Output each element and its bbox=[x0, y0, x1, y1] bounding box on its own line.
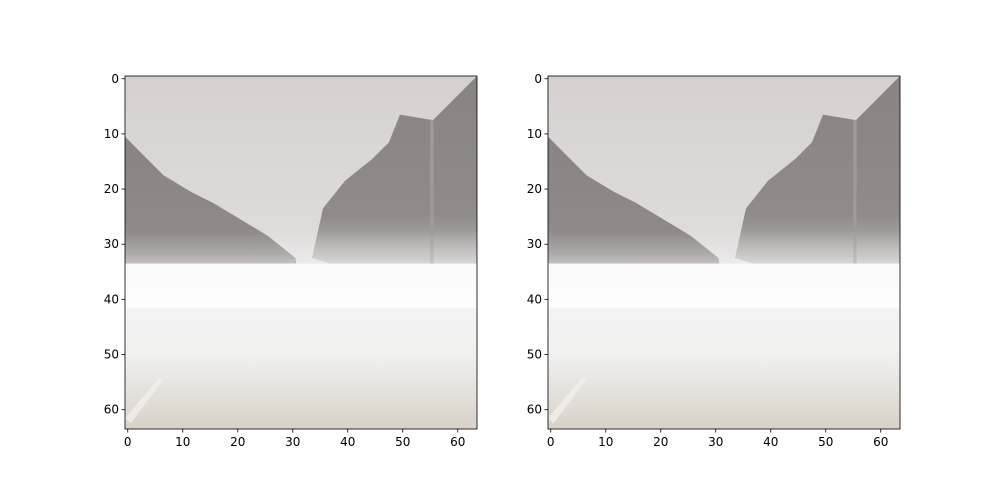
axes-frame bbox=[547, 75, 901, 430]
x-tick-label: 40 bbox=[340, 435, 355, 449]
y-tick-label: 50 bbox=[104, 348, 119, 362]
x-tick-label: 20 bbox=[230, 435, 245, 449]
axes-frame bbox=[124, 75, 478, 430]
x-tick-label: 50 bbox=[395, 435, 410, 449]
x-tick-label: 30 bbox=[708, 435, 723, 449]
y-tick-label: 20 bbox=[527, 182, 542, 196]
x-tick-label: 30 bbox=[285, 435, 300, 449]
y-tick-label: 60 bbox=[104, 403, 119, 417]
y-tick-label: 40 bbox=[104, 292, 119, 306]
y-tick-label: 50 bbox=[527, 348, 542, 362]
y-tick-label: 40 bbox=[527, 292, 542, 306]
y-tick-label: 10 bbox=[527, 127, 542, 141]
image bbox=[548, 76, 900, 429]
y-tick-label: 30 bbox=[104, 237, 119, 251]
x-tick-label: 20 bbox=[653, 435, 668, 449]
y-tick-label: 10 bbox=[104, 127, 119, 141]
y-tick-label: 0 bbox=[534, 72, 542, 86]
y-tick-label: 20 bbox=[104, 182, 119, 196]
x-tick-label: 60 bbox=[873, 435, 888, 449]
image bbox=[125, 76, 477, 429]
x-tick-label: 10 bbox=[598, 435, 613, 449]
x-tick-label: 60 bbox=[450, 435, 465, 449]
x-tick-label: 50 bbox=[818, 435, 833, 449]
x-tick-label: 0 bbox=[547, 435, 555, 449]
x-tick-label: 10 bbox=[175, 435, 190, 449]
x-tick-label: 40 bbox=[763, 435, 778, 449]
x-tick-label: 0 bbox=[124, 435, 132, 449]
y-tick-label: 30 bbox=[527, 237, 542, 251]
y-tick-label: 0 bbox=[111, 72, 119, 86]
y-tick-label: 60 bbox=[527, 403, 542, 417]
